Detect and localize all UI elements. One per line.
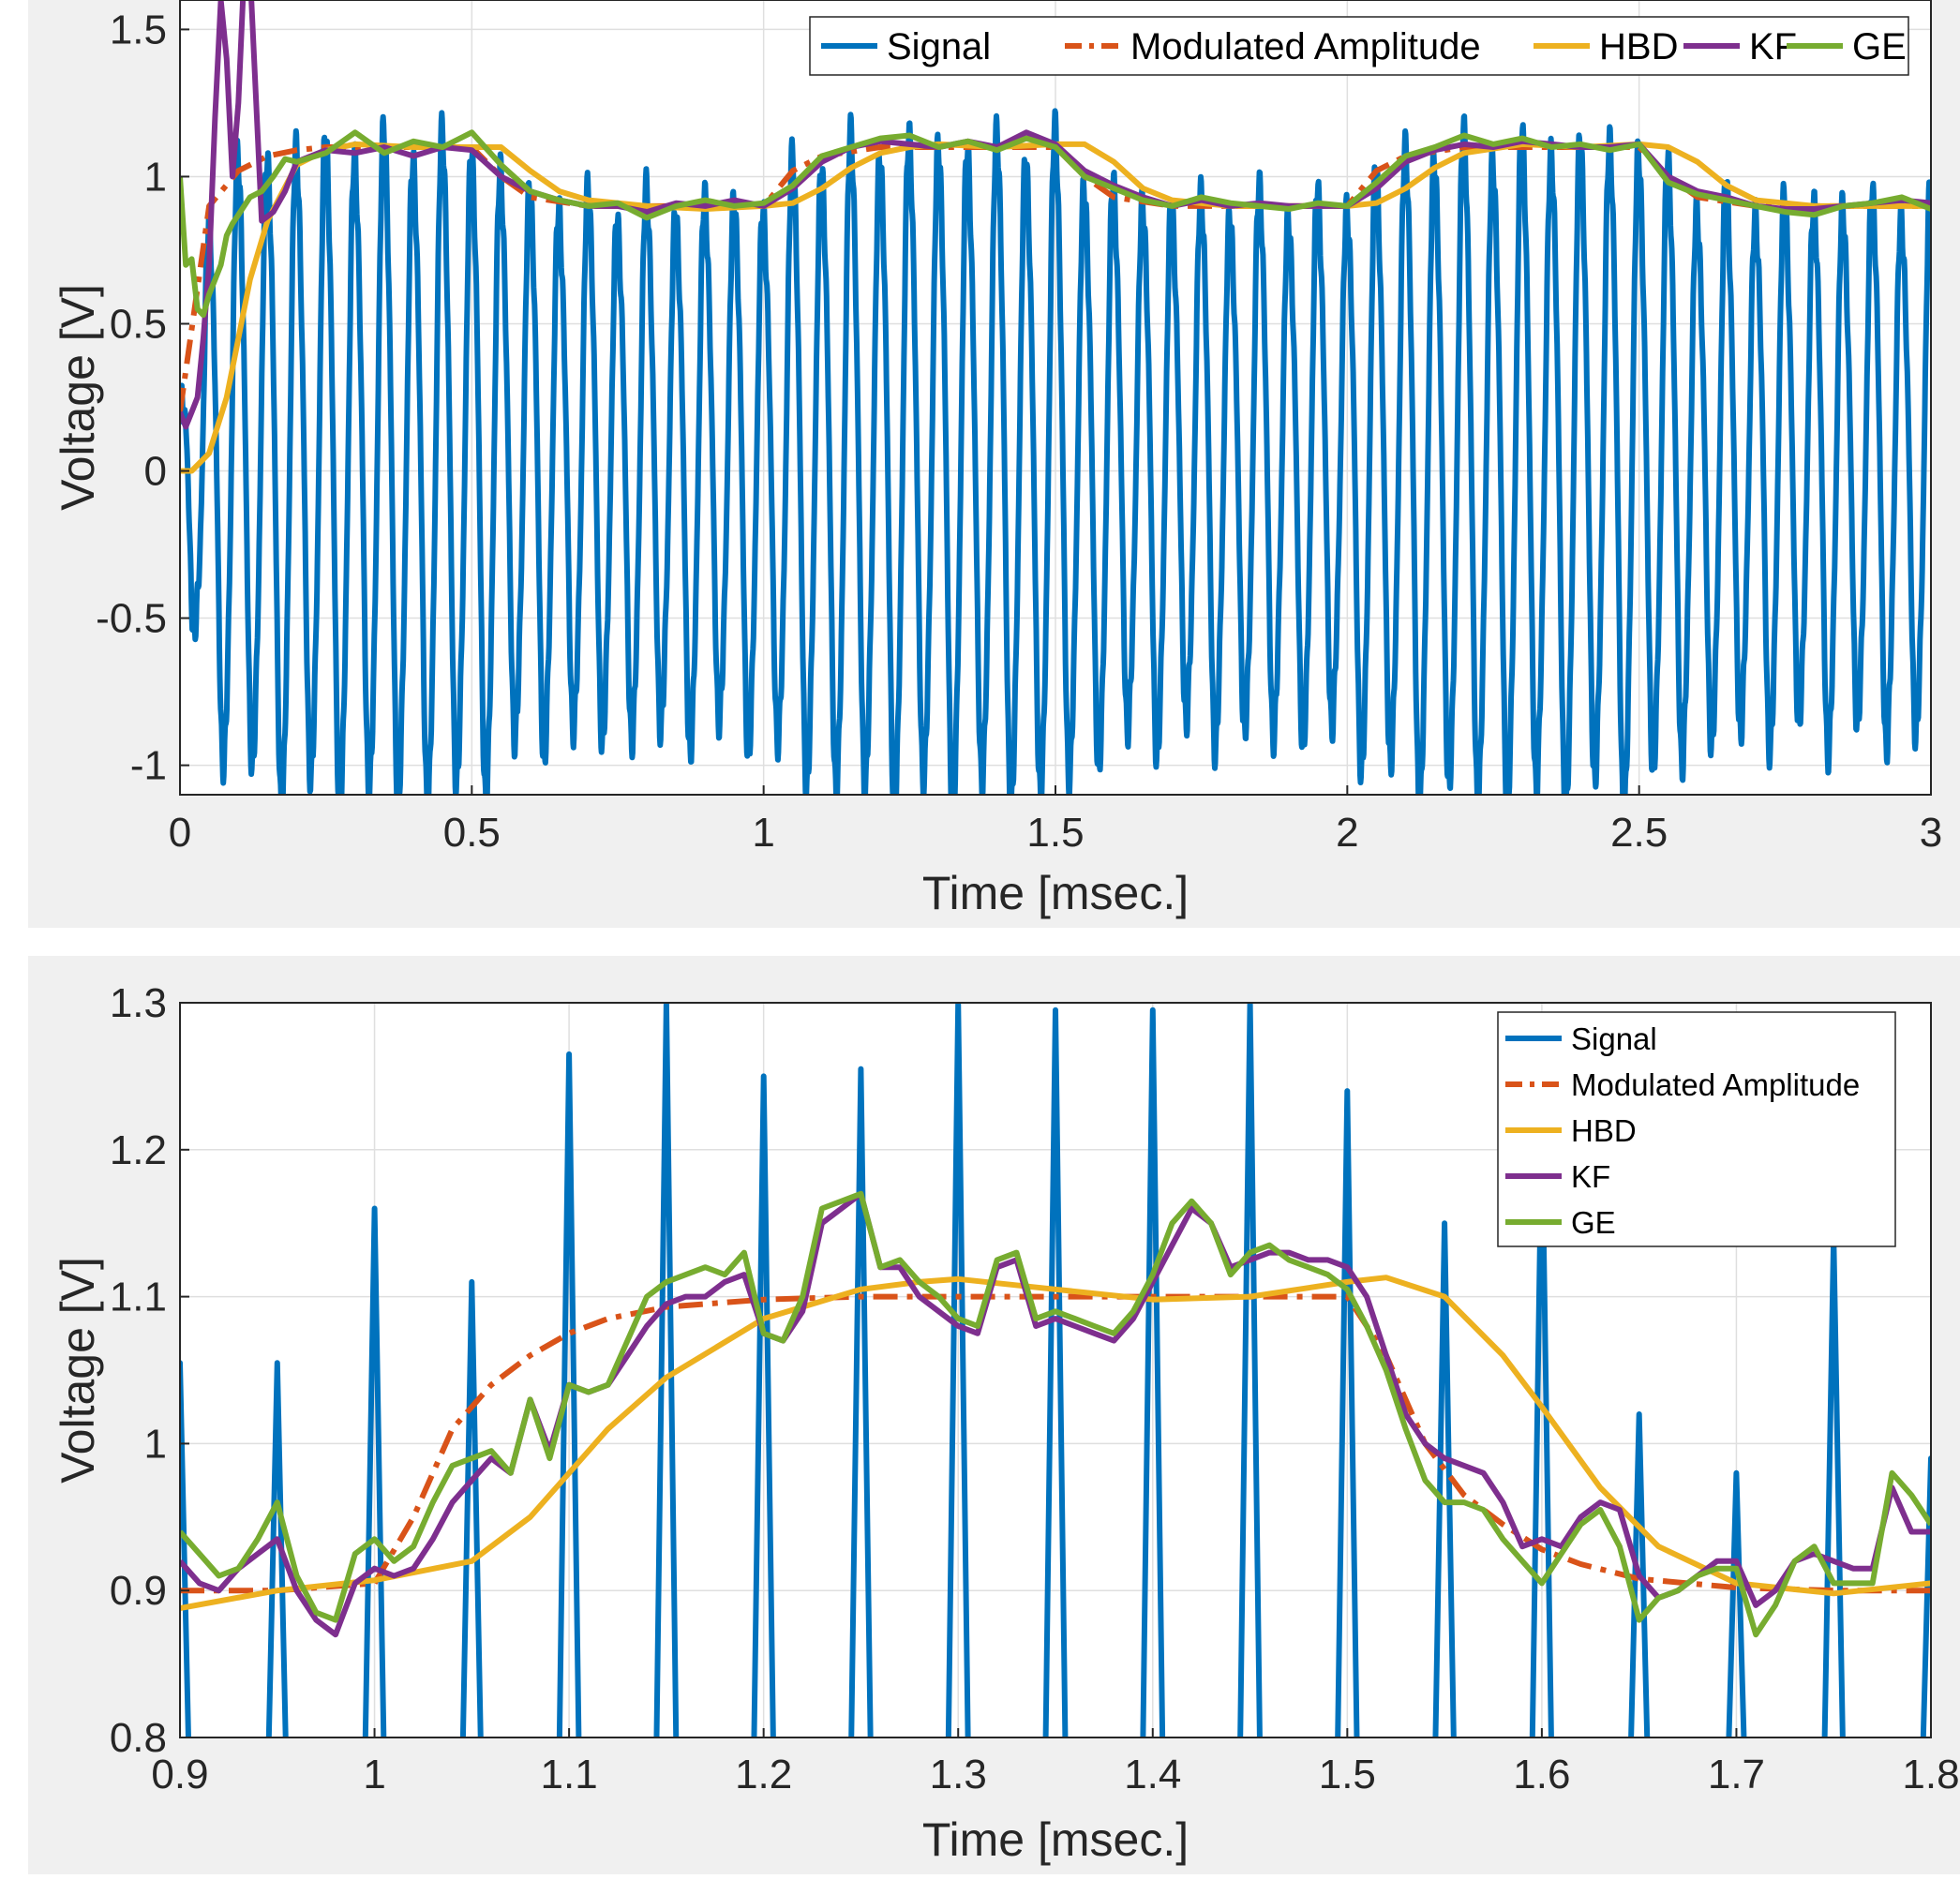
chart-panel-bottom: 0.9 1 1.1 1.2 1.3 1.4 1.5 1.6 1.7 1.8 0.8 0.9 1 1.1 1… — [28, 956, 1960, 1874]
y-tick-label: 1 — [144, 154, 167, 200]
y-tick-label: 1 — [144, 1421, 167, 1467]
chart-top: 0 0.5 1 1.5 2 2.5 3 -1 -0.5 0 0.5 1 1.5 Time [msec.… — [52, 0, 1942, 919]
series-line-hbd — [180, 1275, 1931, 1611]
x-tick-label: 1.3 — [930, 1752, 987, 1797]
legend-label: Signal — [887, 26, 991, 67]
x-axis-label: Time [msec.] — [922, 867, 1189, 919]
axes-box — [179, 1002, 1932, 1738]
series-line-ge — [180, 129, 1931, 319]
chart-bottom: 0.9 1 1.1 1.2 1.3 1.4 1.5 1.6 1.7 1.8 0.80.911.11… — [52, 980, 1960, 1866]
series-line-modulated-amplitude — [180, 1293, 1931, 1594]
x-tick-label: 2 — [1336, 810, 1358, 856]
x-tick-label: 0 — [169, 810, 191, 856]
legend-box — [1497, 1011, 1896, 1247]
legend-label: HBD — [1571, 1113, 1637, 1148]
y-tick-label: 1.5 — [110, 7, 167, 52]
legend-label: Signal — [1571, 1022, 1657, 1056]
x-tick-label: 1.5 — [1319, 1752, 1376, 1797]
series-line-kf — [180, 0, 1931, 430]
y-tick-label: 0.9 — [110, 1568, 167, 1614]
x-tick-label: 1.7 — [1708, 1752, 1765, 1797]
x-axis-label: Time [msec.] — [922, 1813, 1189, 1866]
y-tick-label: 1.2 — [110, 1127, 167, 1173]
x-tick-label: 2.5 — [1610, 810, 1668, 856]
x-tick-label: 1 — [363, 1752, 385, 1797]
legend-label: Modulated Amplitude — [1571, 1067, 1860, 1102]
series-line-kf — [180, 1190, 1931, 1638]
y-tick-label: 0.5 — [110, 301, 167, 347]
series-line-signal — [180, 108, 1931, 795]
y-tick-label: 1.3 — [110, 980, 167, 1026]
x-tick-label: 1.1 — [541, 1752, 598, 1797]
legend-label: HBD — [1599, 26, 1678, 67]
legend-label: GE — [1571, 1205, 1616, 1240]
series-line-signal — [180, 1003, 1931, 1737]
y-tick-label: -0.5 — [96, 596, 167, 642]
legend-label: GE — [1852, 26, 1907, 67]
y-tick-label: -1 — [130, 743, 167, 789]
x-tick-label: 3 — [1920, 810, 1942, 856]
y-tick-label: 0 — [144, 449, 167, 495]
x-tick-label: 1.8 — [1902, 1752, 1959, 1797]
y-axis-label: Voltage [V] — [52, 284, 104, 511]
legend-label: Modulated Amplitude — [1130, 26, 1481, 67]
x-tick-label: 1.4 — [1124, 1752, 1181, 1797]
x-tick-label: 1 — [752, 810, 774, 856]
y-axis-label: Voltage [V] — [52, 1257, 104, 1484]
legend: Signal Modulated Amplitude HBD KF GE — [1497, 1011, 1896, 1247]
x-tick-label: 1.2 — [735, 1752, 792, 1797]
x-tick-label: 0.9 — [151, 1752, 208, 1797]
x-tick-label: 1.5 — [1026, 810, 1084, 856]
legend-label: KF — [1571, 1159, 1610, 1194]
x-tick-label: 0.5 — [443, 810, 501, 856]
series-line-ge — [180, 1190, 1931, 1638]
y-tick-label: 0.8 — [110, 1715, 167, 1761]
x-tick-label: 1.6 — [1513, 1752, 1570, 1797]
y-tick-label: 1.1 — [110, 1275, 167, 1320]
chart-panel-top: 0 0.5 1 1.5 2 2.5 3 -1 -0.5 0 0.5 1 1.5 Time [msec.… — [28, 0, 1960, 928]
